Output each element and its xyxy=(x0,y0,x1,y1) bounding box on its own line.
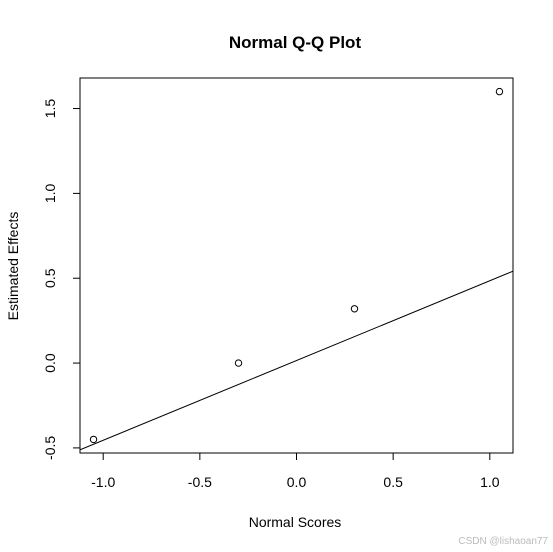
data-point xyxy=(350,305,359,313)
plot-frame xyxy=(79,77,514,454)
data-point xyxy=(234,359,243,367)
x-axis: -1.0 -0.5 0.0 0.5 1.0 xyxy=(91,452,500,490)
watermark-text: CSDN @lishaoan77 xyxy=(458,536,548,547)
y-tick-label: 0.0 xyxy=(42,353,58,373)
x-tick-label: 0.5 xyxy=(383,474,403,490)
qq-reference-line xyxy=(80,270,513,451)
x-tick-label: -0.5 xyxy=(188,474,212,490)
y-tick-label: -0.5 xyxy=(42,436,58,460)
x-tick-label: -1.0 xyxy=(91,474,115,490)
reference-line-group xyxy=(80,270,513,451)
y-tick-label: 0.5 xyxy=(42,268,58,288)
data-point xyxy=(495,87,504,96)
y-tick-label: 1.0 xyxy=(42,183,58,203)
x-axis-label: Normal Scores xyxy=(249,514,342,530)
x-tick-label: 1.0 xyxy=(480,474,500,490)
y-tick-label: 1.5 xyxy=(42,99,58,119)
x-tick-label: 0.0 xyxy=(287,474,307,490)
chart-title: Normal Q-Q Plot xyxy=(229,33,362,52)
points-group xyxy=(89,87,504,444)
data-point xyxy=(89,435,98,444)
y-axis-label: Estimated Effects xyxy=(5,212,21,321)
y-axis: -0.5 0.0 0.5 1.0 1.5 xyxy=(42,99,81,460)
